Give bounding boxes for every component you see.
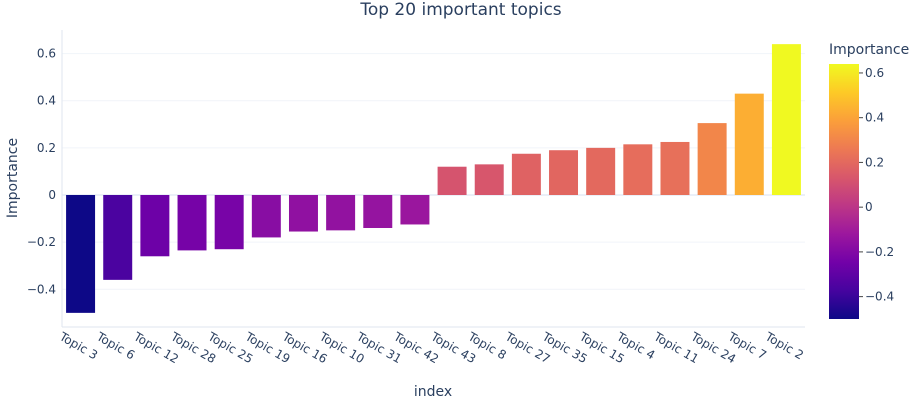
colorbar-title: Importance: [829, 42, 909, 58]
bar: [511, 153, 541, 195]
x-tick-label: Topic 6: [93, 329, 137, 362]
colorbar-tick-label: 0.2: [865, 155, 884, 169]
x-axis-title: index: [414, 384, 452, 400]
y-tick-label: −0.2: [27, 235, 56, 249]
colorbar-tick-label: −0.4: [865, 290, 894, 304]
bar: [177, 195, 207, 251]
colorbar-tick-label: −0.2: [865, 245, 894, 259]
bar: [734, 93, 764, 195]
colorbar-scale: [829, 64, 859, 319]
y-tick-label: −0.4: [27, 282, 56, 296]
bar: [288, 195, 318, 232]
bar: [214, 195, 244, 250]
x-tick-label: Topic 3: [56, 329, 100, 362]
bar: [660, 141, 690, 195]
bar: [474, 164, 504, 195]
y-axis-title: Importance: [5, 138, 21, 218]
bar: [437, 166, 467, 195]
colorbar-tick-label: 0.6: [865, 66, 884, 80]
colorbar-tick-label: 0: [865, 200, 873, 214]
y-axis: −0.4 −0.2 0 0.2 0.4 0.6: [27, 30, 63, 327]
bar: [326, 195, 356, 231]
bar: [771, 44, 801, 196]
grid-lines: [62, 53, 805, 290]
bar: [363, 195, 393, 228]
bar: [400, 195, 430, 225]
bar: [697, 123, 727, 195]
chart-title: Top 20 important topics: [359, 0, 561, 20]
bar: [66, 195, 96, 313]
bar: [103, 195, 133, 280]
x-tick-label: Topic 2: [762, 329, 806, 362]
y-tick-label: 0.6: [37, 47, 56, 61]
colorbar: Importance −0.4 −0.2 0 0.2 0.4 0.6: [829, 42, 909, 319]
y-tick-label: 0.4: [37, 94, 56, 108]
bar: [549, 150, 579, 195]
bar: [623, 144, 653, 195]
bar: [140, 195, 170, 257]
bars: [66, 44, 801, 313]
y-tick-label: 0.2: [37, 141, 56, 155]
y-tick-label: 0: [48, 188, 56, 202]
bar: [251, 195, 281, 238]
colorbar-tick-label: 0.4: [865, 111, 884, 125]
bar: [586, 147, 616, 195]
